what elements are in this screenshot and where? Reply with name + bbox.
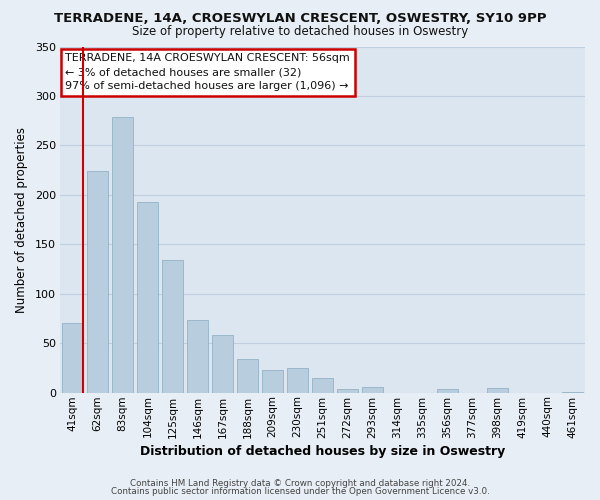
Bar [87, 171, 109, 392]
Text: Size of property relative to detached houses in Oswestry: Size of property relative to detached ho… [132, 25, 468, 38]
Bar [287, 368, 308, 392]
Bar [62, 324, 83, 392]
Y-axis label: Number of detached properties: Number of detached properties [15, 126, 28, 312]
Text: Contains public sector information licensed under the Open Government Licence v3: Contains public sector information licen… [110, 487, 490, 496]
Bar [337, 388, 358, 392]
Bar [312, 378, 333, 392]
Bar [137, 202, 158, 392]
Bar [362, 386, 383, 392]
Text: TERRADENE, 14A CROESWYLAN CRESCENT: 56sqm
← 3% of detached houses are smaller (3: TERRADENE, 14A CROESWYLAN CRESCENT: 56sq… [65, 54, 350, 92]
Bar [237, 359, 258, 392]
Bar [262, 370, 283, 392]
Bar [437, 388, 458, 392]
Bar [112, 116, 133, 392]
Text: Contains HM Land Registry data © Crown copyright and database right 2024.: Contains HM Land Registry data © Crown c… [130, 478, 470, 488]
Bar [212, 336, 233, 392]
X-axis label: Distribution of detached houses by size in Oswestry: Distribution of detached houses by size … [140, 444, 505, 458]
Text: TERRADENE, 14A, CROESWYLAN CRESCENT, OSWESTRY, SY10 9PP: TERRADENE, 14A, CROESWYLAN CRESCENT, OSW… [54, 12, 546, 26]
Bar [187, 320, 208, 392]
Bar [162, 260, 184, 392]
Bar [487, 388, 508, 392]
